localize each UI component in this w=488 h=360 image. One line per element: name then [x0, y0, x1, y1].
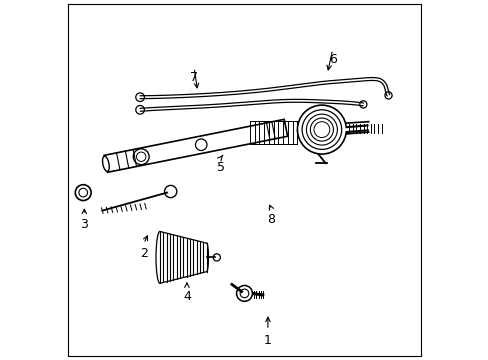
Text: 6: 6	[328, 53, 336, 66]
Text: 3: 3	[80, 219, 88, 231]
Polygon shape	[104, 119, 287, 172]
Text: 1: 1	[264, 334, 271, 347]
Text: 4: 4	[183, 291, 190, 303]
Ellipse shape	[102, 156, 109, 171]
Text: 5: 5	[217, 161, 224, 174]
Text: 8: 8	[267, 213, 275, 226]
Text: 7: 7	[190, 71, 198, 84]
Text: 2: 2	[140, 247, 147, 260]
